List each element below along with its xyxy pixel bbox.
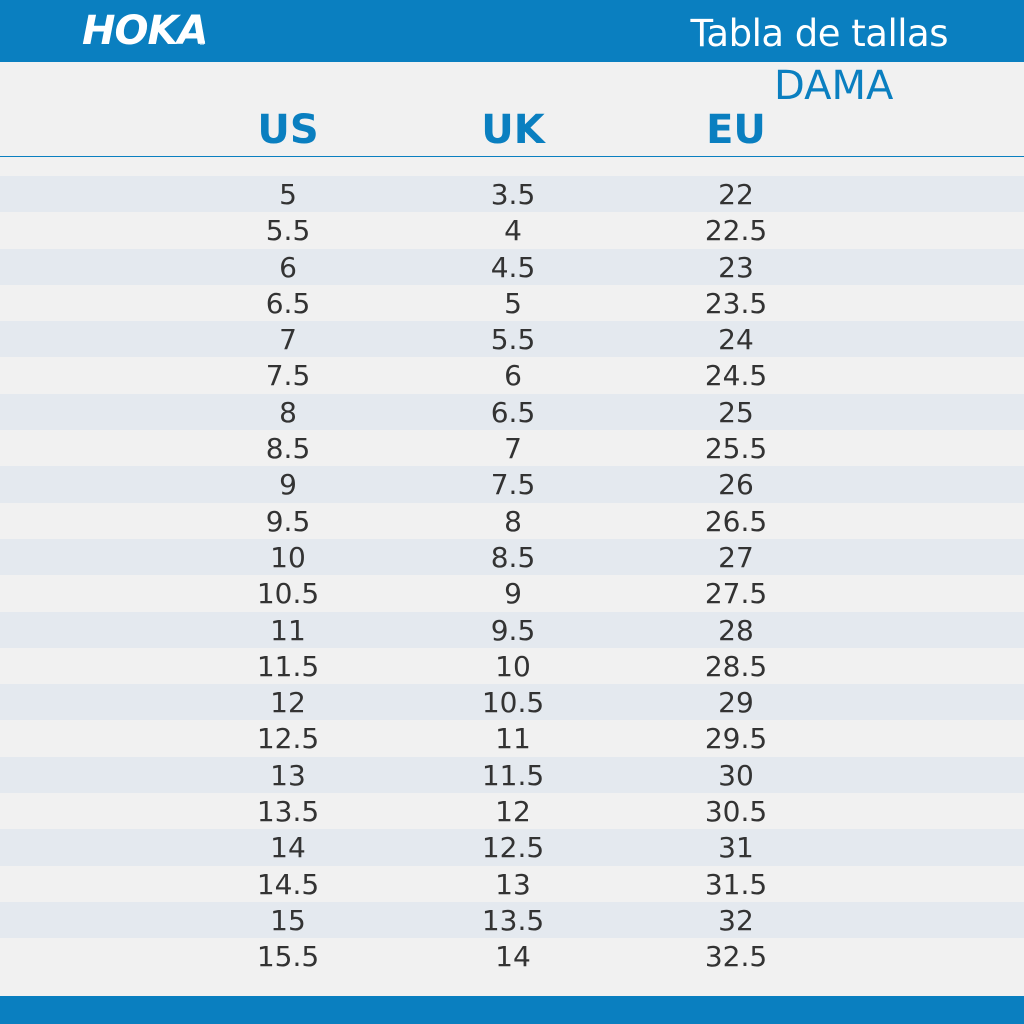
- column-header-eu: EU: [706, 107, 766, 153]
- cell-us: 10: [270, 540, 306, 574]
- cell-eu: 29: [718, 686, 754, 720]
- cell-eu: 31: [718, 831, 754, 865]
- cell-eu: 23.5: [704, 286, 768, 320]
- cell-uk: 9: [504, 577, 522, 611]
- cell-us: 12.5: [256, 722, 320, 756]
- cell-us: 7.5: [265, 359, 311, 393]
- cell-uk: 7: [504, 432, 522, 466]
- cell-eu: 32: [718, 903, 754, 937]
- cell-us: 6: [279, 250, 297, 284]
- cell-uk: 12.5: [481, 831, 545, 865]
- table-row: 13.5 12 30.5: [0, 793, 1024, 830]
- cell-uk: 13.5: [481, 903, 545, 937]
- hoka-logo[interactable]: HOKA: [82, 8, 208, 54]
- table-row: 11.5 10 28.5: [0, 647, 1024, 685]
- cell-eu: 28.5: [704, 649, 768, 683]
- cell-eu: 32.5: [704, 940, 768, 974]
- table-row: 6.5 5 23.5: [0, 284, 1024, 322]
- cell-uk: 4: [504, 214, 522, 248]
- table-row: 6 4.5 23: [0, 248, 1024, 285]
- column-header-uk: UK: [481, 107, 545, 153]
- cell-us: 8.5: [265, 432, 311, 466]
- cell-us: 13: [270, 758, 306, 792]
- cell-us: 13.5: [256, 795, 320, 829]
- cell-eu: 22: [718, 178, 754, 211]
- cell-us: 11.5: [256, 649, 320, 683]
- table-row: 13 11.5 30: [0, 756, 1024, 794]
- cell-eu: 27.5: [704, 577, 768, 611]
- cell-uk: 5: [504, 286, 522, 320]
- table-row: 7.5 6 24.5: [0, 357, 1024, 394]
- header-bar: HOKA ® Tabla de tallas: [0, 0, 1024, 62]
- cell-eu: 30.5: [704, 795, 768, 829]
- table-row: 10 8.5 27: [0, 538, 1024, 576]
- cell-uk: 7.5: [490, 468, 536, 502]
- cell-uk: 6.5: [490, 395, 536, 429]
- cell-us: 5.5: [265, 214, 311, 248]
- cell-eu: 26: [718, 468, 754, 502]
- table-row: 10.5 9 27.5: [0, 575, 1024, 612]
- column-header-us: US: [257, 107, 319, 153]
- cell-eu: 25.5: [704, 432, 768, 466]
- cell-eu: 24.5: [704, 359, 768, 393]
- cell-eu: 26.5: [704, 504, 768, 538]
- cell-uk: 8: [504, 504, 522, 538]
- cell-uk: 4.5: [490, 250, 536, 284]
- table-row: 12.5 11 29.5: [0, 720, 1024, 757]
- cell-eu: 23: [718, 250, 754, 284]
- cell-eu: 29.5: [704, 722, 768, 756]
- cell-eu: 25: [718, 395, 754, 429]
- cell-us: 9.5: [265, 504, 311, 538]
- cell-eu: 22.5: [704, 214, 768, 248]
- table-row: 14.5 13 31.5: [0, 865, 1024, 902]
- cell-uk: 13: [495, 867, 531, 901]
- cell-uk: 10: [495, 649, 531, 683]
- cell-us: 15.5: [256, 940, 320, 974]
- cell-eu: 28: [718, 613, 754, 647]
- table-row: 15.5 14 32.5: [0, 938, 1024, 975]
- cell-uk: 12: [495, 795, 531, 829]
- cell-uk: 3.5: [490, 178, 536, 211]
- table-row: 15 13.5 32: [0, 901, 1024, 939]
- cell-uk: 11.5: [481, 758, 545, 792]
- table-row: 5 3.5 22: [0, 176, 1024, 213]
- table-row: 7 5.5 24: [0, 321, 1024, 358]
- footer-bar: [0, 996, 1024, 1024]
- size-table: 5 3.5 22 5.5 4 22.5 6 4.5 23 6.5 5 23.5 7 5.5 24 7.5 6 24…: [0, 176, 1024, 975]
- cell-us: 9: [279, 468, 297, 502]
- table-row: 5.5 4 22.5: [0, 212, 1024, 249]
- cell-us: 8: [279, 395, 297, 429]
- cell-us: 6.5: [265, 286, 311, 320]
- section-subtitle: DAMA: [774, 63, 894, 109]
- cell-uk: 14: [495, 940, 531, 974]
- header-divider: [0, 156, 1024, 157]
- cell-uk: 5.5: [490, 323, 536, 357]
- page-title: Tabla de tallas: [690, 12, 948, 55]
- table-row: 14 12.5 31: [0, 829, 1024, 866]
- table-row: 8 6.5 25: [0, 393, 1024, 431]
- cell-uk: 8.5: [490, 540, 536, 574]
- table-row: 9 7.5 26: [0, 466, 1024, 503]
- cell-eu: 27: [718, 540, 754, 574]
- table-row: 9.5 8 26.5: [0, 502, 1024, 539]
- cell-us: 12: [270, 686, 306, 720]
- table-row: 12 10.5 29: [0, 684, 1024, 721]
- cell-us: 10.5: [256, 577, 320, 611]
- cell-eu: 31.5: [704, 867, 768, 901]
- cell-us: 7: [279, 323, 297, 357]
- cell-us: 5: [279, 178, 297, 211]
- cell-eu: 30: [718, 758, 754, 792]
- registered-mark: ®: [198, 38, 206, 47]
- table-row: 8.5 7 25.5: [0, 430, 1024, 467]
- table-row: 11 9.5 28: [0, 611, 1024, 648]
- cell-us: 11: [270, 613, 306, 647]
- cell-us: 15: [270, 903, 306, 937]
- cell-us: 14: [270, 831, 306, 865]
- cell-eu: 24: [718, 323, 754, 357]
- cell-us: 14.5: [256, 867, 320, 901]
- cell-uk: 6: [504, 359, 522, 393]
- cell-uk: 11: [495, 722, 531, 756]
- cell-uk: 10.5: [481, 686, 545, 720]
- cell-uk: 9.5: [490, 613, 536, 647]
